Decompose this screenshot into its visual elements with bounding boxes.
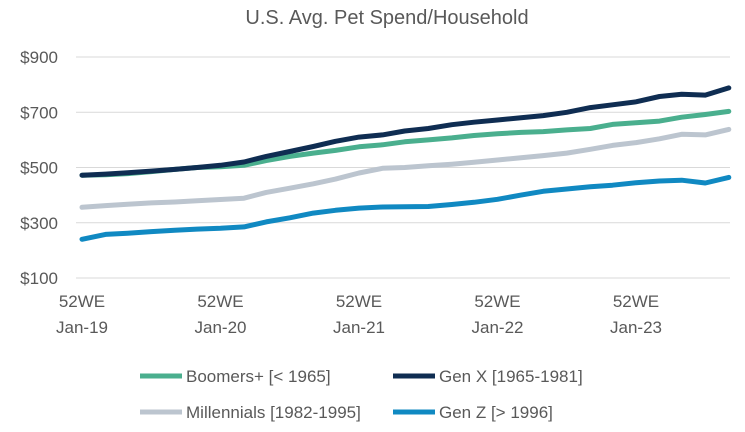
y-tick-label: $900	[20, 48, 58, 67]
x-tick-label: Jan-19	[56, 318, 108, 337]
x-tick-label: 52WE	[613, 292, 659, 311]
legend-label: Gen Z [> 1996]	[439, 403, 553, 422]
x-tick-label: Jan-23	[610, 318, 662, 337]
y-tick-label: $700	[20, 103, 58, 122]
series-line	[79, 126, 732, 210]
x-tick-label: Jan-21	[333, 318, 385, 337]
x-axis-ticks: 52WE Jan-19 52WE Jan-20 52WE Jan-21 52WE Jan-22…	[56, 292, 662, 337]
series-lines	[79, 85, 732, 242]
y-axis-ticks: $100 $300 $500 $700 $900	[20, 48, 58, 288]
y-tick-label: $300	[20, 214, 58, 233]
legend: Boomers+ [< 1965] Gen X [1965-1981] Millen…	[140, 367, 583, 422]
legend-label: Gen X [1965-1981]	[439, 367, 583, 386]
series-line	[79, 174, 732, 242]
x-tick-label: 52WE	[336, 292, 382, 311]
legend-label: Boomers+ [< 1965]	[186, 367, 331, 386]
x-tick-label: 52WE	[197, 292, 243, 311]
x-tick-label: Jan-22	[472, 318, 524, 337]
legend-label: Millennials [1982-1995]	[186, 403, 361, 422]
y-tick-label: $500	[20, 159, 58, 178]
series-line	[79, 85, 732, 178]
y-tick-label: $100	[20, 269, 58, 288]
x-tick-label: 52WE	[59, 292, 105, 311]
x-tick-label: Jan-20	[195, 318, 247, 337]
x-tick-label: 52WE	[474, 292, 520, 311]
chart-title: U.S. Avg. Pet Spend/Household	[245, 7, 528, 29]
